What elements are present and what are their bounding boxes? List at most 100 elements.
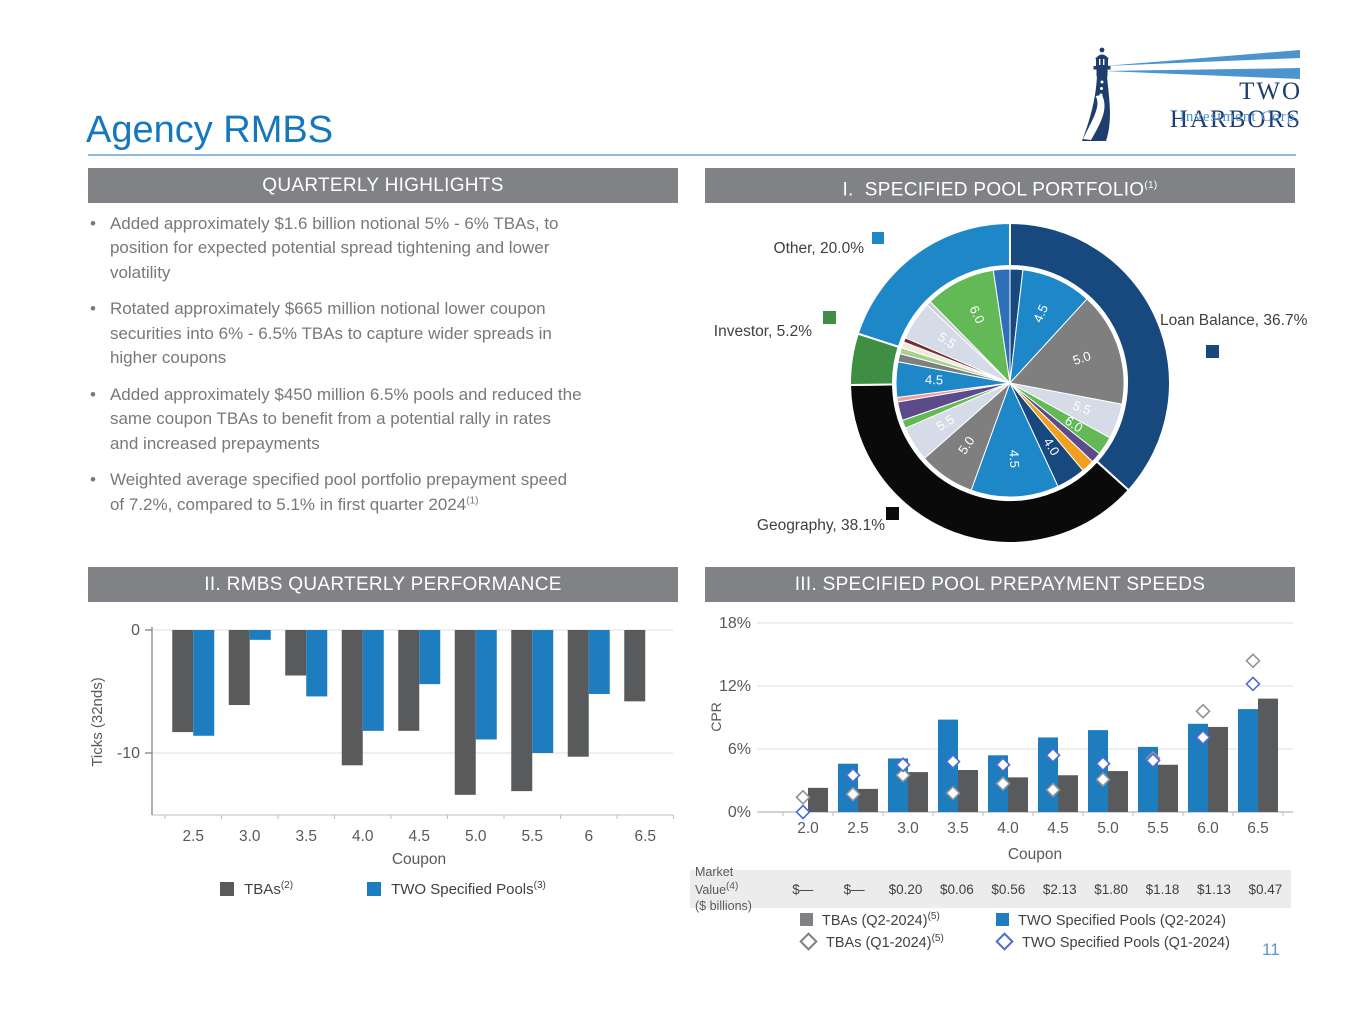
tbas-bar bbox=[228, 630, 250, 706]
x-tick-label: 2.5 bbox=[182, 828, 204, 845]
highlight-bullet: • Rotated approximately $665 million noti… bbox=[90, 297, 582, 370]
pie-slice bbox=[929, 269, 1011, 385]
legend-item-tbas: TBAs(2) bbox=[220, 880, 293, 898]
market-value-cell: $— bbox=[792, 881, 814, 897]
tbas-q2-bar bbox=[958, 770, 978, 812]
x-tick-label: 6.0 bbox=[1197, 820, 1219, 837]
tbas-q2-bar bbox=[1208, 726, 1228, 812]
x-tick-label: 6.5 bbox=[634, 828, 656, 845]
pie-slice bbox=[1009, 298, 1125, 405]
two-pools-bar bbox=[532, 630, 554, 753]
two-pools-q1-diamond bbox=[1195, 729, 1211, 746]
two-pools-bar bbox=[419, 630, 441, 685]
legend-item-tbas-q1: TBAs (Q1-2024)(5) bbox=[799, 932, 996, 951]
market-value-cell: $0.20 bbox=[888, 881, 923, 897]
legend-item-two-specified-pools: TWO Specified Pools(3) bbox=[367, 880, 546, 898]
two-pools-q1-diamond bbox=[795, 804, 811, 820]
y-axis-title: Ticks (32nds) bbox=[89, 677, 106, 766]
prepayment-legend: TBAs (Q2-2024)(5) TWO Specified Pools (Q… bbox=[799, 911, 1230, 951]
prepayment-speeds-chart: 0% 6% 12% 18% 2.0 2.5 3.0 3.5 4.0 4.5 5.0 5.5 6.0 6.5… bbox=[708, 615, 1293, 863]
y-axis-title: CPR bbox=[708, 702, 724, 732]
tbas-q1-diamond bbox=[845, 786, 861, 802]
pie-label-geography: Geography, 38.1% bbox=[756, 517, 885, 534]
market-value-cell: $2.13 bbox=[1042, 881, 1077, 897]
tbas-q1-diamond bbox=[995, 776, 1011, 792]
highlights-list: • Added approximately $1.6 billion notion… bbox=[90, 212, 582, 529]
bullet-dot: • bbox=[90, 470, 96, 490]
x-tick-label: 4.5 bbox=[1047, 820, 1069, 837]
pie-slice-label: 4.5 bbox=[1030, 302, 1051, 325]
logo-subtitle: Investment Corp. bbox=[1179, 109, 1300, 125]
pie-slice-label: 5.5 bbox=[1071, 398, 1093, 418]
two-pools-q1-diamond bbox=[995, 757, 1011, 773]
pie-slice-label: 5.0 bbox=[1071, 348, 1093, 368]
y-tick-label: 0% bbox=[728, 804, 751, 821]
x-tick-label: 5.5 bbox=[521, 828, 543, 845]
lighthouse-icon bbox=[1082, 47, 1300, 141]
tbas-q1-diamond bbox=[895, 767, 911, 783]
tbas-bar bbox=[511, 630, 533, 792]
page-number: 11 bbox=[1262, 940, 1280, 959]
y-tick-label: 6% bbox=[728, 741, 751, 758]
tbas-q1-diamond bbox=[1045, 782, 1061, 798]
y-tick-label: 18% bbox=[719, 615, 751, 632]
logo-company-name: TWO HARBORS bbox=[1169, 78, 1302, 133]
x-tick-label: 2.5 bbox=[847, 820, 869, 837]
legend-item-two-pools-q1: TWO Specified Pools (Q1-2024) bbox=[995, 932, 1230, 951]
tbas-q2-swatch bbox=[800, 913, 813, 927]
pie-slice bbox=[992, 268, 1011, 384]
title-underline bbox=[88, 154, 1296, 156]
two-pools-q1-diamond-icon bbox=[995, 932, 1014, 951]
donut-segment bbox=[856, 221, 1011, 349]
tbas-q2-bar bbox=[1008, 777, 1028, 812]
two-pools-bar bbox=[306, 630, 328, 697]
x-axis-title: Coupon bbox=[392, 851, 446, 868]
tbas-q2-bar bbox=[1158, 764, 1178, 812]
pie-label-other: Other, 20.0% bbox=[773, 240, 864, 257]
header-rmbs-quarterly-performance: II. RMBS QUARTERLY PERFORMANCE bbox=[88, 567, 678, 602]
x-tick-label: 5.0 bbox=[1097, 820, 1119, 837]
x-tick-label: 6.5 bbox=[1247, 820, 1269, 837]
two-pools-bar bbox=[193, 630, 215, 736]
header-specified-pool-portfolio: I. SPECIFIED POOL PORTFOLIO(1) bbox=[705, 168, 1295, 203]
market-value-cell: $— bbox=[843, 881, 865, 897]
two-pools-q2-swatch bbox=[996, 913, 1009, 927]
x-tick-label: 2.0 bbox=[797, 820, 819, 837]
two-pools-q2-bar bbox=[1238, 709, 1258, 812]
x-tick-label: 3.5 bbox=[295, 828, 317, 845]
two-pools-q2-bar bbox=[1088, 730, 1108, 812]
x-tick-label: 5.5 bbox=[1147, 820, 1169, 837]
two-pools-q1-diamond bbox=[1095, 756, 1111, 772]
market-value-cell: $1.18 bbox=[1145, 881, 1180, 897]
legend-item-two-pools-q2: TWO Specified Pools (Q2-2024) bbox=[996, 911, 1230, 929]
tbas-q1-diamond bbox=[795, 789, 811, 805]
tbas-bar bbox=[285, 630, 307, 676]
two-pools-bar bbox=[475, 630, 497, 740]
x-tick-label: 6 bbox=[584, 828, 593, 845]
tbas-q2-bar bbox=[908, 772, 928, 812]
highlight-bullet: • Added approximately $1.6 billion notion… bbox=[90, 212, 582, 285]
pie-slice bbox=[1009, 269, 1088, 385]
header-quarterly-highlights: QUARTERLY HIGHLIGHTS bbox=[88, 168, 678, 203]
bullet-dot: • bbox=[90, 384, 96, 404]
tbas-q2-bar bbox=[1258, 698, 1278, 812]
tbas-bar bbox=[172, 630, 194, 733]
tbas-q1-diamond bbox=[1245, 653, 1261, 669]
tbas-q1-diamond bbox=[1195, 703, 1211, 719]
x-tick-label: 4.0 bbox=[997, 820, 1019, 837]
tbas-bar bbox=[341, 630, 363, 766]
y-tick-label: 0 bbox=[131, 622, 140, 639]
y-tick-label: -10 bbox=[117, 745, 140, 762]
x-tick-label: 3.0 bbox=[239, 828, 261, 845]
tbas-swatch bbox=[220, 882, 235, 896]
two-pools-bar bbox=[588, 630, 610, 694]
page-title: Agency RMBS bbox=[86, 109, 334, 152]
two-pools-swatch bbox=[367, 882, 382, 896]
portfolio-donut-chart: 4.55.05.56.04.04.55.05.54.55.56.0 bbox=[848, 221, 1171, 544]
rmbs-performance-bar-chart: 0 -10 2.5 3.0 3.5 4.0 4.5 5.0 5.5 6 6.5 Coupon Ticks… bbox=[89, 622, 674, 868]
highlight-bullet: • Weighted average specified pool portfol… bbox=[90, 468, 582, 517]
market-value-row: Market Value(4) ($ billions) $— $— $0.20 $0… bbox=[690, 865, 1291, 913]
pie-slice-label: 4.5 bbox=[925, 372, 944, 388]
pie-swatch-loan-balance bbox=[1206, 345, 1219, 358]
tbas-bar bbox=[624, 630, 646, 702]
